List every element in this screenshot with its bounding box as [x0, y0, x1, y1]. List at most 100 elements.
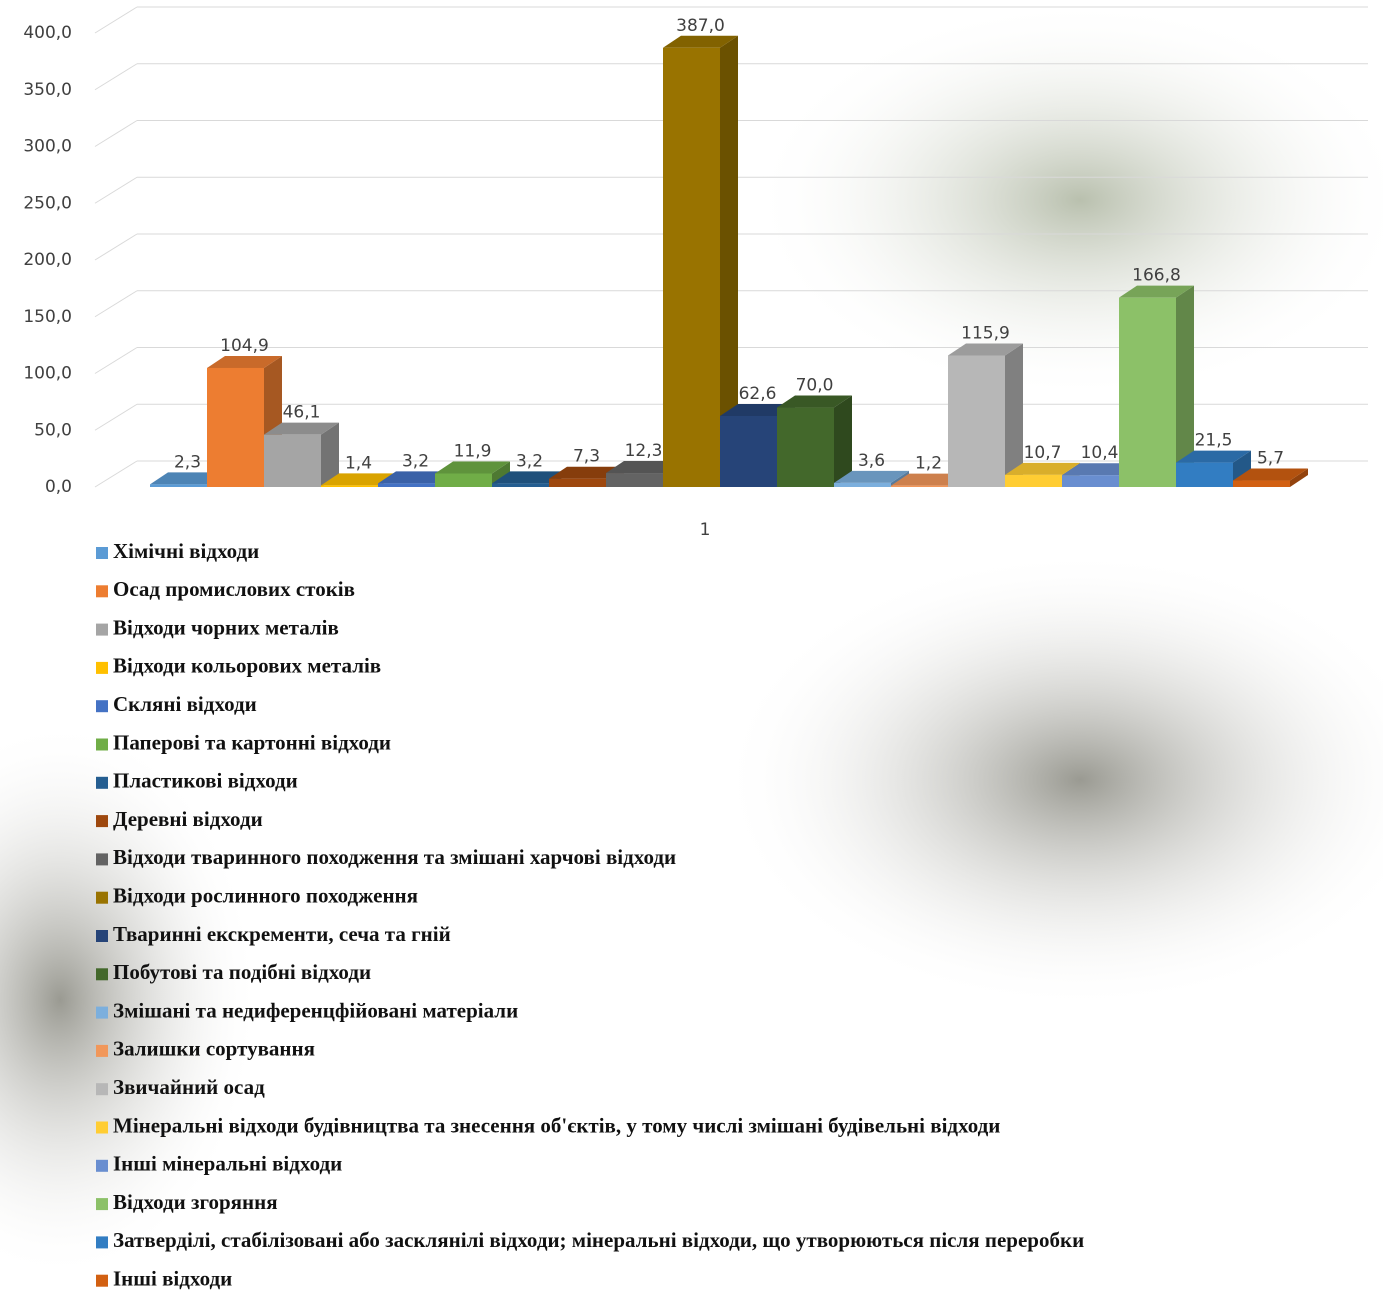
data-label: 166,8 [1132, 266, 1181, 286]
bar [948, 355, 1005, 487]
legend-swatch [96, 738, 108, 751]
legend-swatch [96, 930, 108, 942]
bar-top [435, 461, 510, 474]
bar-side [1290, 468, 1308, 487]
bar-top [663, 35, 738, 48]
legend-label: Хімічні відходи [113, 539, 259, 563]
background-photo [720, 550, 1383, 1010]
legend-swatch [96, 1006, 108, 1019]
bar-side [720, 35, 738, 487]
background-photo [750, 0, 1383, 400]
bar-top [1005, 462, 1080, 475]
legend-swatch [96, 776, 108, 789]
bar-top [492, 471, 567, 484]
legend-label: Інші відходи [113, 1267, 232, 1291]
legend-label: Залишки сортування [113, 1037, 315, 1061]
data-label: 12,3 [625, 441, 663, 461]
grid-line [94, 460, 138, 488]
bar-top [1119, 285, 1194, 298]
legend-swatch [96, 815, 108, 828]
bar-side [1176, 285, 1194, 487]
bar-top [891, 473, 966, 486]
grid-line [94, 403, 138, 431]
x-tick-label: 1 [700, 520, 711, 540]
bar [1005, 474, 1062, 487]
bar-top [1062, 463, 1137, 476]
legend-label: Відходи рослинного походження [113, 884, 418, 908]
grid-line [94, 290, 138, 318]
bar-side [834, 395, 852, 487]
legend-swatch [96, 1083, 108, 1096]
bar-top [834, 470, 909, 483]
y-tick-label: 50,0 [34, 420, 72, 440]
legend-label: Скляні відходи [113, 692, 257, 716]
bar [1233, 480, 1290, 487]
legend-swatch [96, 1274, 108, 1287]
bar [663, 47, 720, 487]
bar-top [948, 343, 1023, 356]
data-label: 1,4 [345, 453, 372, 473]
background-photo [0, 720, 260, 1280]
legend-swatch [96, 547, 108, 559]
legend-label: Осад промислових стоків [113, 577, 355, 601]
bar-top [264, 422, 339, 435]
legend-swatch [96, 1236, 108, 1249]
legend-label: Відходи тваринного походження та змішані… [113, 845, 676, 869]
data-label: 10,7 [1024, 443, 1062, 463]
bar-top [321, 473, 396, 486]
bar [492, 483, 549, 487]
grid-line [94, 120, 138, 147]
legend-label: Мінеральні відходи будівництва та знесен… [113, 1113, 1000, 1137]
bar [150, 484, 207, 487]
bar-top [720, 403, 795, 416]
data-label: 2,3 [174, 452, 201, 472]
bar [435, 473, 492, 487]
legend-label: Побутові та подібні відходи [113, 960, 371, 984]
data-label: 3,6 [858, 451, 885, 471]
data-label: 5,7 [1257, 449, 1284, 469]
legend-swatch [96, 585, 108, 598]
data-label: 387,0 [676, 16, 725, 36]
legend-swatch [96, 1159, 108, 1172]
data-label: 3,2 [516, 451, 543, 471]
data-label: 62,6 [739, 384, 777, 404]
data-label: 46,1 [283, 403, 321, 423]
bar [834, 482, 891, 487]
bar-top [207, 355, 282, 368]
bar-side [1005, 343, 1023, 487]
bar [264, 434, 321, 487]
grid-line [94, 6, 138, 34]
grid-line [94, 63, 138, 91]
legend-label: Змішані та недиференцфійовані матеріали [113, 998, 518, 1022]
bar-side [321, 422, 339, 487]
legend-swatch [96, 700, 108, 713]
y-tick-label: 0,0 [45, 477, 72, 497]
legend-swatch [96, 623, 108, 636]
legend-swatch [96, 661, 108, 674]
bar [1119, 297, 1176, 487]
data-label: 115,9 [961, 323, 1010, 343]
legend-swatch [96, 853, 108, 866]
bar-top [1233, 468, 1308, 481]
legend-label: Відходи чорних металів [113, 615, 339, 639]
legend-label: Інші мінеральні відходи [113, 1152, 342, 1176]
bar [1062, 475, 1119, 487]
bar [207, 367, 264, 487]
bar-top [378, 471, 453, 484]
data-label: 70,0 [796, 376, 834, 396]
legend-label: Відходи згоряння [113, 1190, 278, 1214]
bar [549, 478, 606, 487]
bar-top [1176, 450, 1251, 463]
y-tick-label: 100,0 [23, 364, 72, 384]
legend-swatch [96, 1121, 108, 1134]
legend-label: Звичайний осад [113, 1075, 265, 1099]
legend-swatch [96, 891, 108, 904]
bar-top [150, 472, 225, 485]
y-tick-label: 400,0 [23, 23, 72, 43]
legend-label: Відходи кольорових металів [113, 654, 381, 678]
data-label: 7,3 [573, 447, 600, 467]
legend-label: Деревні відходи [113, 807, 263, 831]
y-tick-label: 150,0 [23, 307, 72, 327]
bar [321, 485, 378, 487]
bar [606, 473, 663, 487]
